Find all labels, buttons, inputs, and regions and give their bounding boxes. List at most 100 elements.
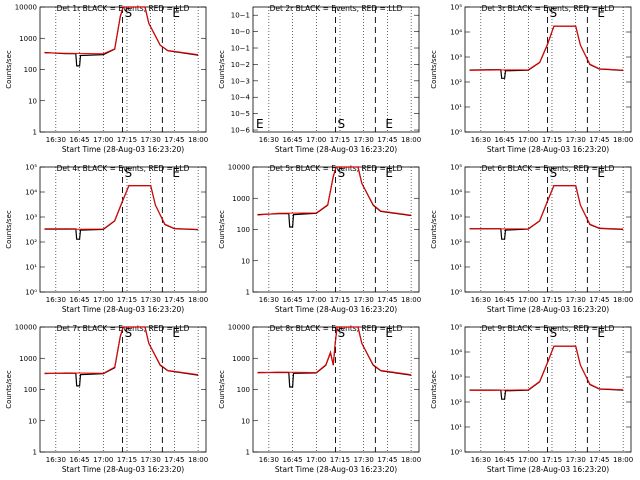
event-marker-label: S — [550, 326, 558, 340]
x-tick-label: 17:00 — [518, 136, 538, 144]
y-tick-label: 10³ — [450, 54, 462, 62]
x-tick-label: 17:00 — [306, 136, 326, 144]
x-tick-label: 17:45 — [377, 456, 397, 464]
event-marker-label: S — [338, 117, 346, 131]
event-marker-label: S — [550, 166, 558, 180]
x-tick-label: 17:15 — [542, 456, 562, 464]
x-tick-label: 16:45 — [494, 136, 514, 144]
y-tick-label: 1 — [246, 449, 250, 457]
y-tick-label: 10³ — [450, 374, 462, 382]
x-tick-label: 17:30 — [354, 296, 374, 304]
x-tick-label: 18:00 — [613, 456, 633, 464]
event-marker-label: S — [338, 326, 346, 340]
y-tick-label: 1000 — [232, 355, 250, 363]
x-tick-label: 17:00 — [306, 456, 326, 464]
y-tick-label: 10−1 — [231, 12, 250, 20]
y-tick-label: 10¹ — [450, 424, 462, 432]
panel-title: Det 4r BLACK = Events, RED = LLD — [57, 164, 190, 173]
y-axis-label: Counts/sec — [430, 370, 438, 409]
x-axis-label: Start Time (28-Aug-03 16:23:20) — [275, 145, 397, 154]
y-tick-label: 10² — [450, 79, 462, 87]
y-tick-label: 1000 — [19, 35, 37, 43]
y-tick-label: 10000 — [15, 4, 37, 12]
y-tick-label: 10² — [450, 239, 462, 247]
x-tick-label: 16:30 — [259, 136, 279, 144]
y-tick-label: 1 — [246, 289, 250, 297]
series-line-red — [44, 185, 199, 230]
x-tick-label: 18:00 — [401, 456, 421, 464]
x-tick-label: 17:30 — [141, 296, 161, 304]
y-axis-label: Counts/sec — [430, 50, 438, 89]
plot-frame — [252, 326, 420, 453]
event-marker-label: S — [338, 166, 346, 180]
x-axis-label: Start Time (28-Aug-03 16:23:20) — [487, 305, 609, 314]
x-tick-label: 16:45 — [282, 456, 302, 464]
x-axis-label: Start Time (28-Aug-03 16:23:20) — [487, 145, 609, 154]
event-marker-label: E — [172, 6, 180, 20]
y-tick-label: 10¹ — [25, 264, 37, 272]
series-line-red — [257, 326, 412, 376]
event-marker-label: E — [385, 117, 393, 131]
event-marker-label: E — [597, 6, 605, 20]
plot-frame — [39, 6, 207, 133]
y-tick-label: 10³ — [25, 214, 37, 222]
y-axis-label: Counts/sec — [5, 370, 13, 409]
panel-det-3: Det 3r BLACK = Events, RED = LLD 16:30 16:… — [430, 4, 633, 155]
y-tick-label: 10³ — [450, 214, 462, 222]
x-tick-label: 16:30 — [259, 296, 279, 304]
y-tick-label: 10−1 — [231, 45, 250, 53]
x-axis-label: Start Time (28-Aug-03 16:23:20) — [487, 465, 609, 474]
x-tick-label: 17:00 — [93, 296, 113, 304]
plot-frame — [39, 326, 207, 453]
y-tick-label: 10000 — [228, 164, 250, 172]
y-axis-label: Counts/sec — [5, 210, 13, 249]
y-tick-label: 10¹ — [450, 104, 462, 112]
panel-det-2: Det 2r BLACK = Events, RED = LLD 16:30 16:… — [218, 4, 421, 154]
x-tick-label: 17:45 — [589, 456, 609, 464]
x-tick-label: 17:45 — [589, 136, 609, 144]
panel-title: Det 6r BLACK = Events, RED = LLD — [482, 164, 615, 173]
y-tick-label: 10⁰ — [450, 289, 462, 297]
x-tick-label: 17:30 — [141, 456, 161, 464]
y-tick-label: 10 — [28, 97, 37, 105]
y-tick-label: 10 — [28, 417, 37, 425]
panel-title: Det 8r BLACK = Events, RED = LLD — [270, 324, 403, 333]
x-tick-label: 16:30 — [471, 136, 491, 144]
x-tick-label: 18:00 — [613, 296, 633, 304]
x-tick-label: 18:00 — [401, 136, 421, 144]
y-tick-label: 10⁵ — [450, 164, 462, 172]
x-tick-label: 16:30 — [259, 456, 279, 464]
x-tick-label: 18:00 — [188, 296, 208, 304]
panel-det-9: Det 9r BLACK = Events, RED = LLD 16:30 16:… — [430, 324, 633, 475]
x-tick-label: 16:30 — [471, 456, 491, 464]
series-line-red — [469, 185, 624, 230]
y-tick-label: 10−6 — [231, 127, 251, 135]
y-axis-label: Counts/sec — [218, 370, 226, 409]
x-tick-label: 16:45 — [69, 296, 89, 304]
x-tick-label: 17:30 — [566, 136, 586, 144]
y-tick-label: 10⁵ — [450, 4, 462, 12]
x-tick-label: 16:30 — [46, 136, 66, 144]
event-marker-label: E — [597, 166, 605, 180]
y-axis-label: Counts/sec — [218, 50, 226, 89]
x-tick-label: 17:45 — [377, 296, 397, 304]
series-line-black — [44, 185, 199, 240]
plot-frame — [39, 166, 207, 293]
x-axis-label: Start Time (28-Aug-03 16:23:20) — [275, 465, 397, 474]
y-tick-label: 10⁵ — [25, 164, 37, 172]
event-marker-label: E — [385, 326, 393, 340]
plot-frame — [464, 166, 632, 293]
y-tick-label: 1 — [33, 129, 37, 137]
plot-frame — [252, 166, 420, 293]
y-tick-label: 10⁵ — [450, 324, 462, 332]
x-tick-label: 17:45 — [164, 456, 184, 464]
event-marker-label: S — [125, 166, 133, 180]
x-tick-label: 17:30 — [566, 296, 586, 304]
y-tick-label: 10−4 — [231, 94, 251, 102]
x-tick-label: 16:30 — [471, 296, 491, 304]
x-tick-label: 17:00 — [518, 456, 538, 464]
y-tick-label: 10 — [241, 257, 250, 265]
y-tick-label: 100 — [237, 386, 250, 394]
series-line-black — [469, 185, 624, 240]
